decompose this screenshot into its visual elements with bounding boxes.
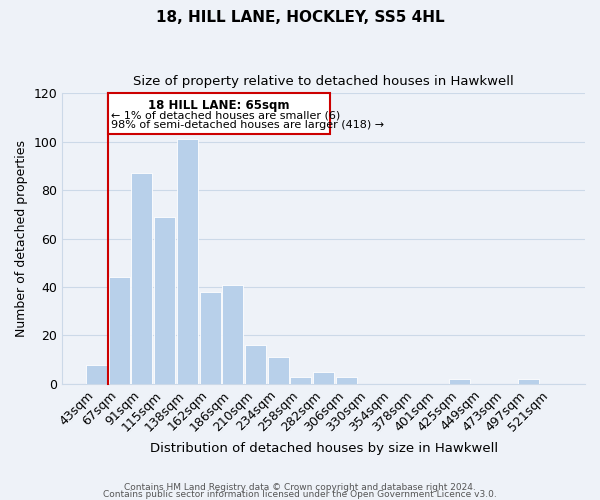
Y-axis label: Number of detached properties: Number of detached properties: [15, 140, 28, 337]
Bar: [268, 358, 289, 384]
Title: Size of property relative to detached houses in Hawkwell: Size of property relative to detached ho…: [133, 75, 514, 88]
Bar: [223, 284, 243, 384]
FancyBboxPatch shape: [108, 94, 331, 134]
Text: ← 1% of detached houses are smaller (6): ← 1% of detached houses are smaller (6): [111, 110, 341, 120]
Bar: [86, 364, 107, 384]
Bar: [336, 376, 357, 384]
Text: 18, HILL LANE, HOCKLEY, SS5 4HL: 18, HILL LANE, HOCKLEY, SS5 4HL: [155, 10, 445, 25]
Bar: [154, 217, 175, 384]
Bar: [177, 140, 198, 384]
Bar: [200, 292, 221, 384]
Text: 98% of semi-detached houses are larger (418) →: 98% of semi-detached houses are larger (…: [111, 120, 385, 130]
Bar: [245, 345, 266, 384]
Bar: [109, 278, 130, 384]
Bar: [131, 173, 152, 384]
Bar: [518, 379, 539, 384]
Bar: [290, 376, 311, 384]
X-axis label: Distribution of detached houses by size in Hawkwell: Distribution of detached houses by size …: [149, 442, 498, 455]
Bar: [313, 372, 334, 384]
Text: Contains public sector information licensed under the Open Government Licence v3: Contains public sector information licen…: [103, 490, 497, 499]
Text: Contains HM Land Registry data © Crown copyright and database right 2024.: Contains HM Land Registry data © Crown c…: [124, 484, 476, 492]
Text: 18 HILL LANE: 65sqm: 18 HILL LANE: 65sqm: [148, 100, 290, 112]
Bar: [449, 379, 470, 384]
